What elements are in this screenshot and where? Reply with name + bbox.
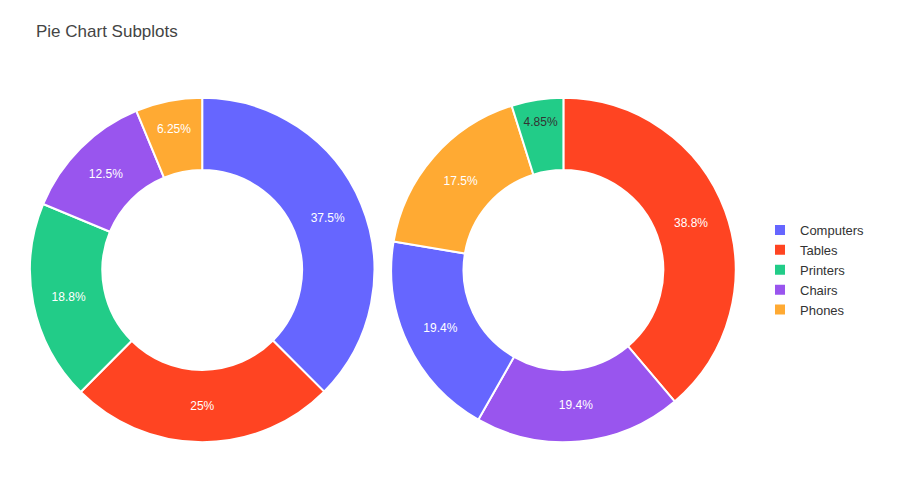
svg-text:Printers: Printers <box>800 263 845 278</box>
svg-text:18.8%: 18.8% <box>52 290 86 304</box>
svg-text:Phones: Phones <box>800 303 845 318</box>
svg-text:Chairs: Chairs <box>800 283 838 298</box>
svg-text:19.4%: 19.4% <box>423 321 457 335</box>
svg-text:6.25%: 6.25% <box>157 122 191 136</box>
svg-text:37.5%: 37.5% <box>311 211 345 225</box>
svg-text:4.85%: 4.85% <box>524 115 558 129</box>
svg-text:Computers: Computers <box>800 223 864 238</box>
svg-text:12.5%: 12.5% <box>89 167 123 181</box>
svg-text:Pie Chart Subplots: Pie Chart Subplots <box>36 22 178 41</box>
svg-text:Tables: Tables <box>800 243 838 258</box>
svg-text:25%: 25% <box>190 399 214 413</box>
svg-text:38.8%: 38.8% <box>674 216 708 230</box>
svg-text:19.4%: 19.4% <box>559 398 593 412</box>
svg-text:17.5%: 17.5% <box>444 174 478 188</box>
